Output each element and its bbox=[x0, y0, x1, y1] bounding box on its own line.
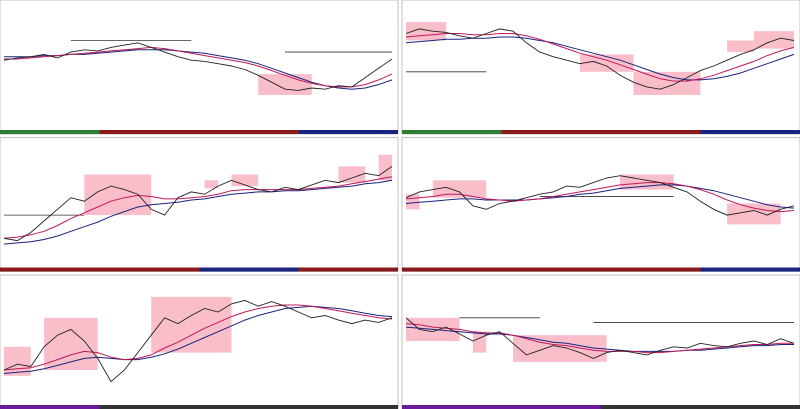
highlight-zone bbox=[4, 346, 31, 376]
time-axis-strip bbox=[199, 267, 299, 272]
chart-panel bbox=[401, 137, 800, 272]
price-line bbox=[405, 28, 795, 90]
time-axis-strip bbox=[0, 405, 100, 409]
time-axis-strip bbox=[402, 130, 502, 134]
highlight-zone bbox=[727, 203, 781, 225]
time-axis-strip bbox=[0, 267, 100, 272]
time-axis-strip bbox=[298, 130, 398, 134]
slow-moving-average bbox=[405, 326, 794, 352]
time-axis-strip bbox=[700, 405, 800, 409]
time-axis-strip bbox=[199, 405, 299, 409]
chart-panel bbox=[401, 0, 800, 135]
slow-moving-average bbox=[3, 305, 393, 374]
fast-moving-average bbox=[3, 176, 393, 239]
time-axis-strip bbox=[99, 267, 199, 272]
highlight-zone bbox=[472, 331, 487, 353]
time-axis-strip bbox=[501, 130, 601, 134]
highlight-zone bbox=[727, 40, 754, 53]
time-axis-strip bbox=[298, 405, 398, 409]
highlight-zone bbox=[579, 54, 634, 72]
price-line bbox=[405, 175, 795, 216]
fast-moving-average bbox=[4, 46, 393, 88]
chart-panel bbox=[401, 274, 800, 409]
highlight-zone bbox=[338, 166, 366, 183]
slow-moving-average bbox=[405, 36, 795, 81]
chart-panel bbox=[0, 137, 399, 272]
time-axis-strip bbox=[99, 130, 199, 134]
chart-panel bbox=[0, 0, 399, 135]
highlight-zone bbox=[231, 174, 259, 187]
price-line bbox=[405, 317, 795, 359]
time-axis-strip bbox=[601, 267, 701, 272]
fast-moving-average bbox=[3, 304, 393, 371]
time-axis-strip bbox=[501, 405, 601, 409]
price-line bbox=[3, 166, 393, 242]
time-axis-strip bbox=[0, 130, 100, 134]
time-axis-strip bbox=[402, 405, 502, 409]
slow-moving-average bbox=[3, 179, 393, 245]
fast-moving-average bbox=[405, 182, 795, 213]
highlight-zone bbox=[432, 180, 487, 198]
highlight-zone bbox=[378, 154, 392, 181]
time-axis-strip bbox=[700, 267, 800, 272]
highlight-zone bbox=[151, 296, 232, 353]
time-axis-strip bbox=[501, 267, 601, 272]
time-axis-strip bbox=[601, 405, 701, 409]
highlight-zone bbox=[204, 180, 219, 189]
fast-moving-average bbox=[405, 33, 795, 82]
price-line bbox=[3, 299, 393, 383]
panel-background bbox=[0, 137, 399, 272]
time-axis-strip bbox=[199, 130, 299, 134]
time-axis-strip bbox=[700, 130, 800, 134]
chart-panel bbox=[0, 274, 399, 409]
time-axis-strip bbox=[601, 130, 701, 134]
time-axis-strip bbox=[99, 405, 199, 409]
highlight-zone bbox=[633, 71, 701, 95]
time-axis-strip bbox=[402, 267, 502, 272]
slow-moving-average bbox=[405, 184, 795, 209]
price-line bbox=[3, 42, 393, 91]
panel-background bbox=[0, 0, 399, 135]
time-axis-strip bbox=[298, 267, 398, 272]
highlight-zone bbox=[258, 74, 312, 95]
